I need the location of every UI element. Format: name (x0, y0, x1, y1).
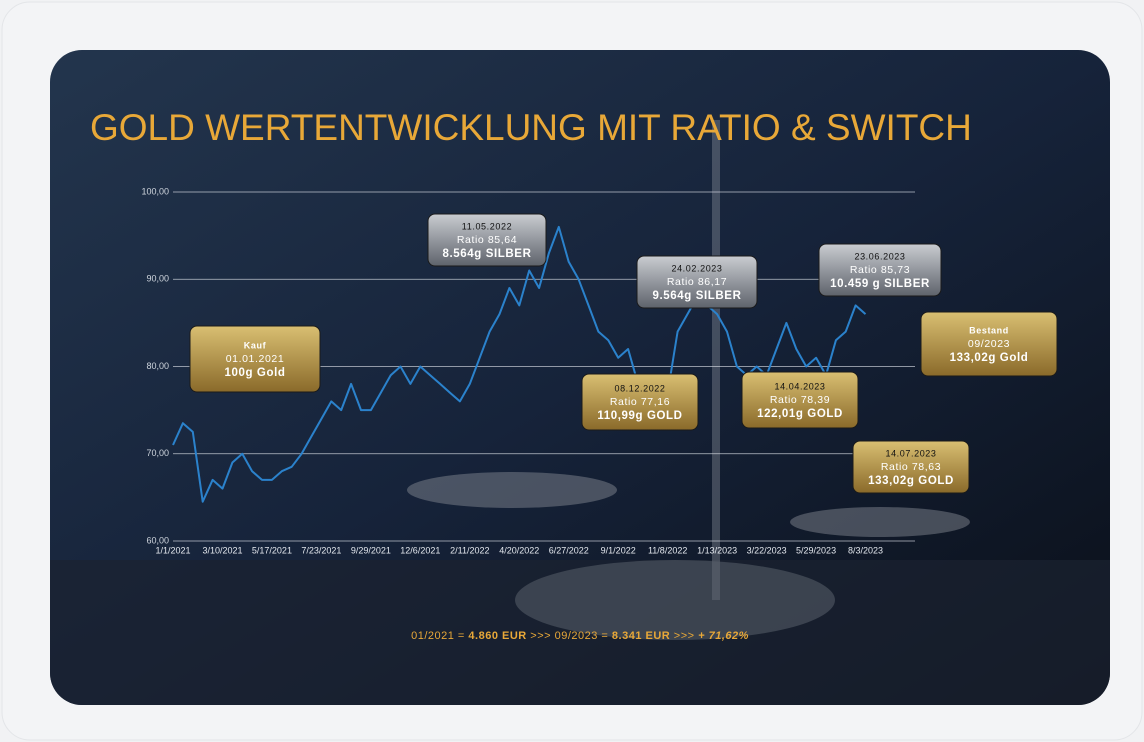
annotation-text: 11.05.2022 (462, 221, 512, 231)
annotation: Bestand 09/2023 133,02g Gold (921, 312, 1057, 376)
annotation-text: 23.06.2023 (854, 251, 905, 261)
footer-part: + 71,62% (698, 630, 749, 642)
annotation-text: 110,99g GOLD (597, 410, 682, 422)
x-tick-label: 3/10/2021 (202, 545, 242, 555)
annotation: 24.02.2023 Ratio 86,17 9.564g SILBER (637, 256, 757, 308)
annotation-text: Ratio 78,39 (770, 394, 830, 406)
footer-part: 4.860 EUR (468, 630, 526, 642)
x-tick-label: 4/20/2022 (499, 545, 539, 555)
annotation-text: 14.07.2023 (885, 448, 936, 458)
x-tick-label: 5/17/2021 (252, 545, 292, 555)
annotation-text: 08.12.2022 (614, 383, 665, 393)
annotation-text: Ratio 78,63 (881, 461, 941, 473)
scale-base (515, 560, 835, 640)
footer-part: >>> (670, 630, 698, 642)
annotation-text: Bestand (969, 325, 1009, 335)
annotation-text: 8.564g SILBER (443, 248, 532, 260)
annotation-text: 133,02g Gold (950, 352, 1029, 364)
page: GOLD WERTENTWICKLUNG MIT RATIO & SWITCH … (0, 0, 1144, 742)
annotation-text: 09/2023 (968, 338, 1010, 350)
x-tick-label: 7/23/2021 (301, 545, 341, 555)
annotation-text: 9.564g SILBER (653, 290, 742, 302)
annotation-text: Ratio 85,64 (457, 234, 517, 246)
annotation-text: 122,01g GOLD (757, 408, 843, 420)
chart-title: GOLD WERTENTWICKLUNG MIT RATIO & SWITCH (90, 107, 972, 148)
x-tick-label: 2/11/2022 (450, 545, 489, 555)
y-tick-label: 60,00 (146, 535, 169, 545)
annotation-text: Ratio 85,73 (850, 264, 910, 276)
x-tick-label: 8/3/2023 (848, 545, 883, 555)
annotation-text: 01.01.2021 (226, 353, 285, 365)
annotation: 08.12.2022 Ratio 77,16 110,99g GOLD (582, 374, 698, 430)
annotation-text: 10.459 g SILBER (830, 278, 930, 290)
annotation-text: 100g Gold (225, 367, 286, 379)
annotation: 14.07.2023 Ratio 78,63 133,02g GOLD (853, 441, 969, 493)
scale-pan (407, 472, 617, 508)
annotation-text: Kauf (244, 340, 267, 350)
x-tick-label: 9/1/2022 (601, 545, 636, 555)
annotation-text: 24.02.2023 (671, 263, 722, 273)
annotation-text: Ratio 86,17 (667, 276, 727, 288)
x-tick-label: 6/27/2022 (549, 545, 589, 555)
annotation: 23.06.2023 Ratio 85,73 10.459 g SILBER (819, 244, 941, 296)
x-tick-label: 12/6/2021 (400, 545, 440, 555)
x-tick-label: 9/29/2021 (351, 545, 391, 555)
y-tick-label: 70,00 (146, 448, 169, 458)
annotation-text: Ratio 77,16 (610, 396, 670, 408)
footer-part: >>> 09/2023 = (527, 630, 612, 642)
footer-part: 01/2021 = (411, 630, 468, 642)
annotation-text: 14.04.2023 (774, 381, 825, 391)
footer-part: 8.341 EUR (612, 630, 670, 642)
scale-pan (790, 507, 970, 537)
chart: GOLD WERTENTWICKLUNG MIT RATIO & SWITCH … (0, 0, 1144, 742)
x-tick-label: 1/1/2021 (155, 545, 190, 555)
x-tick-label: 11/8/2022 (648, 545, 687, 555)
annotation: 11.05.2022 Ratio 85,64 8.564g SILBER (428, 214, 546, 266)
y-tick-label: 100,00 (141, 186, 169, 196)
annotation-text: 133,02g GOLD (868, 475, 954, 487)
annotation: Kauf 01.01.2021 100g Gold (190, 326, 320, 392)
annotation: 14.04.2023 Ratio 78,39 122,01g GOLD (742, 372, 858, 428)
x-tick-label: 3/22/2023 (747, 545, 787, 555)
y-tick-label: 90,00 (146, 274, 169, 284)
footer: 01/2021 = 4.860 EUR >>> 09/2023 = 8.341 … (411, 630, 749, 642)
x-tick-label: 5/29/2023 (796, 545, 836, 555)
y-tick-label: 80,00 (146, 361, 169, 371)
x-tick-label: 1/13/2023 (697, 545, 737, 555)
